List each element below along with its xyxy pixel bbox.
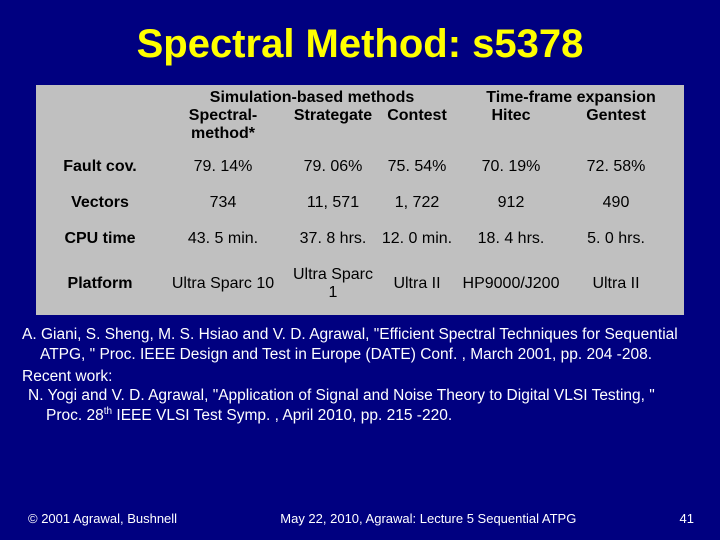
table-row: Fault cov. 79. 14% 79. 06% 75. 54% 70. 1… [42, 149, 678, 185]
cell: 75. 54% [378, 158, 456, 176]
col-header: Strategate [288, 107, 378, 143]
col-header: Gentest [566, 107, 666, 143]
cell: Ultra Sparc 10 [158, 275, 288, 293]
row-label: Vectors [42, 194, 158, 212]
reference-text: A. Giani, S. Sheng, M. S. Hsiao and V. D… [22, 326, 678, 363]
col-header: Contest [378, 107, 456, 143]
table-row: Vectors 734 11, 571 1, 722 912 490 [42, 185, 678, 221]
cell: HP9000/J200 [456, 275, 566, 293]
cell: 18. 4 hrs. [456, 230, 566, 248]
recent-work-label: Recent work: [18, 367, 684, 387]
cell: Ultra Sparc 1 [288, 266, 378, 302]
table-row: Platform Ultra Sparc 10 Ultra Sparc 1 Ul… [42, 257, 678, 311]
cell: 1, 722 [378, 194, 456, 212]
slide-title: Spectral Method: s5378 [0, 0, 720, 85]
slide-footer: © 2001 Agrawal, Bushnell May 22, 2010, A… [0, 511, 720, 526]
cell: 79. 14% [158, 158, 288, 176]
cell: Ultra II [378, 275, 456, 293]
cell: 912 [456, 194, 566, 212]
cell: 734 [158, 194, 288, 212]
cell: 5. 0 hrs. [566, 230, 666, 248]
col-header: Hitec [456, 107, 566, 143]
cell: 79. 06% [288, 158, 378, 176]
footer-copyright: © 2001 Agrawal, Bushnell [28, 511, 177, 526]
row-label: Fault cov. [42, 158, 158, 176]
header-group-tfe: Time-frame expansion [466, 89, 676, 107]
cell: 70. 19% [456, 158, 566, 176]
cell: Ultra II [566, 275, 666, 293]
cell: 490 [566, 194, 666, 212]
footer-page-number: 41 [680, 511, 694, 526]
reference-text: IEEE VLSI Test Symp. , April 2010, pp. 2… [112, 407, 452, 424]
data-table: Simulation-based methods Time-frame expa… [36, 85, 684, 315]
ordinal-suffix: th [104, 406, 112, 417]
header-group-sim: Simulation-based methods [158, 89, 466, 107]
reference-1: * A. Giani, S. Sheng, M. S. Hsiao and V.… [18, 325, 684, 365]
table-row: CPU time 43. 5 min. 37. 8 hrs. 12. 0 min… [42, 221, 678, 257]
row-label: Platform [42, 275, 158, 293]
col-header: Spectral-method* [158, 107, 288, 143]
row-label: CPU time [42, 230, 158, 248]
references-block: * A. Giani, S. Sheng, M. S. Hsiao and V.… [0, 315, 720, 426]
cell: 72. 58% [566, 158, 666, 176]
reference-2: N. Yogi and V. D. Agrawal, "Application … [18, 386, 684, 426]
cell: 37. 8 hrs. [288, 230, 378, 248]
cell: 43. 5 min. [158, 230, 288, 248]
cell: 12. 0 min. [378, 230, 456, 248]
footer-center: May 22, 2010, Agrawal: Lecture 5 Sequent… [177, 511, 679, 526]
header-columns-row: Spectral-method* Strategate Contest Hite… [42, 107, 678, 149]
cell: 11, 571 [288, 194, 378, 212]
header-group-row: Simulation-based methods Time-frame expa… [42, 89, 678, 107]
